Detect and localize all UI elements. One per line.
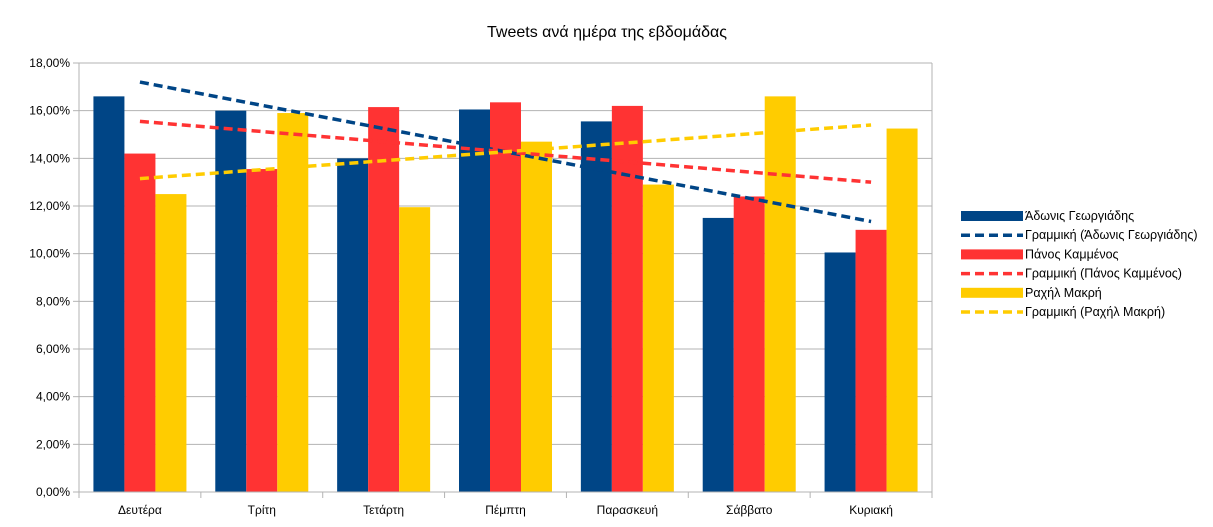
bar bbox=[490, 102, 521, 492]
y-tick-label: 12,00% bbox=[29, 199, 70, 213]
trendline bbox=[139, 123, 872, 181]
bar bbox=[702, 217, 734, 492]
bar bbox=[124, 153, 156, 493]
legend-label: Γραμμική (Ραχήλ Μακρή) bbox=[1025, 305, 1165, 319]
y-axis: 0,00% 2,00% 4,00% 6,00% 8,00% 10,00% 12,00% 14,… bbox=[29, 56, 933, 499]
bar bbox=[886, 128, 918, 492]
legend-label: Γραμμική (Άδωνις Γεωργιάδης) bbox=[1025, 228, 1198, 242]
bar bbox=[277, 113, 309, 493]
x-tick-label: Τετάρτη bbox=[363, 503, 404, 517]
y-tick-label: 16,00% bbox=[29, 104, 70, 118]
bar bbox=[611, 105, 643, 493]
trendlines bbox=[139, 80, 872, 224]
bar bbox=[642, 184, 674, 493]
y-tick-label: 6,00% bbox=[36, 342, 70, 356]
x-tick-label: Πέμπτη bbox=[485, 503, 526, 517]
bar bbox=[155, 194, 187, 493]
y-tick-label: 8,00% bbox=[36, 294, 70, 308]
legend-label: Ραχήλ Μακρή bbox=[1025, 286, 1102, 300]
legend-label: Γραμμική (Πάνος Καμμένος) bbox=[1025, 267, 1182, 281]
bar bbox=[93, 96, 125, 492]
legend-swatch bbox=[961, 249, 1023, 260]
bar bbox=[824, 252, 856, 492]
chart-title: Tweets ανά ημέρα της εβδομάδας bbox=[487, 24, 727, 41]
bar bbox=[399, 207, 431, 493]
x-tick-label: Κυριακή bbox=[849, 503, 893, 517]
y-tick-label: 14,00% bbox=[29, 151, 70, 165]
bar bbox=[246, 169, 278, 492]
y-tick-label: 4,00% bbox=[36, 390, 70, 404]
x-axis: Δευτέρα Τρίτη Τετάρτη Πέμπτη Παρασκευή Σάββατ… bbox=[78, 491, 933, 517]
bar bbox=[459, 109, 490, 492]
bars bbox=[93, 96, 918, 493]
bar bbox=[733, 196, 765, 492]
bar bbox=[855, 229, 887, 493]
x-tick-label: Δευτέρα bbox=[118, 503, 162, 517]
y-tick-label: 10,00% bbox=[29, 247, 70, 261]
y-tick-label: 2,00% bbox=[36, 437, 70, 451]
bar bbox=[337, 158, 369, 493]
legend: Άδωνις Γεωργιάδης Γραμμική (Άδωνις Γεωργι… bbox=[961, 209, 1198, 319]
x-tick-label: Παρασκευή bbox=[597, 503, 658, 517]
y-tick-label: 18,00% bbox=[29, 56, 70, 70]
bar bbox=[764, 96, 796, 492]
x-tick-label: Τρίτη bbox=[248, 503, 276, 517]
bar bbox=[580, 121, 612, 493]
legend-swatch bbox=[961, 211, 1023, 221]
legend-label: Άδωνις Γεωργιάδης bbox=[1025, 209, 1134, 223]
legend-label: Πάνος Καμμένος bbox=[1025, 247, 1119, 261]
bar bbox=[521, 141, 552, 492]
y-tick-label: 0,00% bbox=[36, 485, 70, 499]
x-tick-label: Σάββατο bbox=[726, 503, 773, 517]
bar bbox=[368, 107, 400, 492]
legend-swatch bbox=[961, 287, 1023, 298]
bar bbox=[215, 110, 247, 493]
